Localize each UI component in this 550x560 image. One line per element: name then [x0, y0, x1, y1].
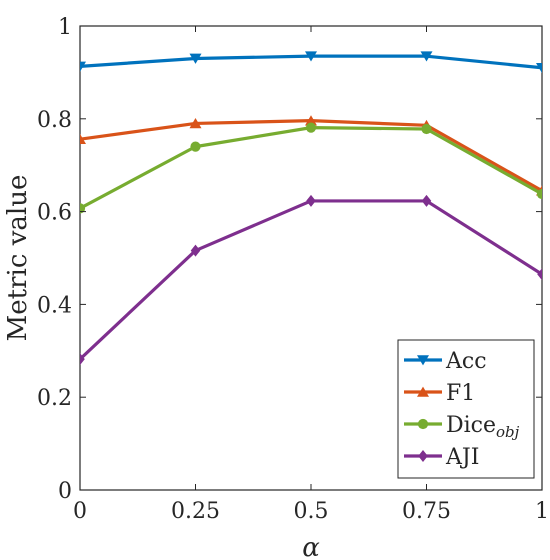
data-point-aji	[306, 194, 316, 207]
y-tick-label: 0.2	[37, 386, 72, 411]
y-tick-label: 0.6	[37, 201, 72, 226]
data-point-dice	[536, 188, 542, 200]
legend-item-f1: F1	[404, 381, 475, 406]
legend-marker	[417, 355, 429, 366]
data-point-f1	[189, 118, 202, 129]
x-tick-label: 0.25	[171, 499, 220, 524]
legend-marker	[418, 450, 428, 462]
legend-label-subscript: obj	[496, 423, 520, 441]
series-layer	[80, 51, 542, 366]
legend-item-aji: AJI	[404, 445, 479, 470]
data-point-acc	[536, 62, 542, 74]
data-point-f1	[80, 133, 86, 145]
data-point-dice	[190, 141, 201, 152]
data-point-f1	[305, 115, 317, 126]
y-tick-label: 0	[58, 479, 72, 504]
x-axis-label: α	[302, 533, 320, 560]
data-point-acc	[420, 51, 433, 62]
data-point-aji	[537, 268, 542, 281]
data-point-dice	[421, 123, 432, 135]
y-axis-label: Metric value	[3, 175, 33, 342]
data-point-dice	[80, 203, 86, 214]
x-tick-label: 1	[535, 499, 549, 524]
y-tick-label: 0.8	[37, 108, 72, 133]
data-point-acc	[189, 53, 202, 64]
y-tick-label: 1	[58, 15, 72, 40]
y-tick-label: 0.4	[37, 293, 72, 318]
legend-marker	[417, 418, 429, 430]
legend-label: AJI	[445, 445, 479, 470]
data-point-acc	[305, 51, 317, 62]
legend-marker	[417, 386, 429, 397]
data-point-dice	[305, 122, 317, 133]
data-point-acc	[80, 61, 86, 72]
series-dice	[80, 122, 542, 214]
legend-label: Acc	[445, 349, 487, 374]
data-point-aji	[190, 244, 201, 257]
ticks-layer: 0 0.25 0.5 0.75 1 0 0.2 0.4 0.6 0.8 1	[37, 15, 549, 524]
data-point-aji	[421, 194, 432, 207]
x-tick-label: 0.5	[294, 499, 329, 524]
x-tick-label: 0.75	[402, 499, 451, 524]
x-tick-label: 0	[73, 499, 87, 524]
series-aji	[80, 194, 542, 366]
legend-label: F1	[446, 381, 475, 406]
data-point-aji	[80, 353, 85, 366]
series-acc	[80, 51, 542, 74]
legend-item-acc: Acc	[404, 349, 487, 374]
